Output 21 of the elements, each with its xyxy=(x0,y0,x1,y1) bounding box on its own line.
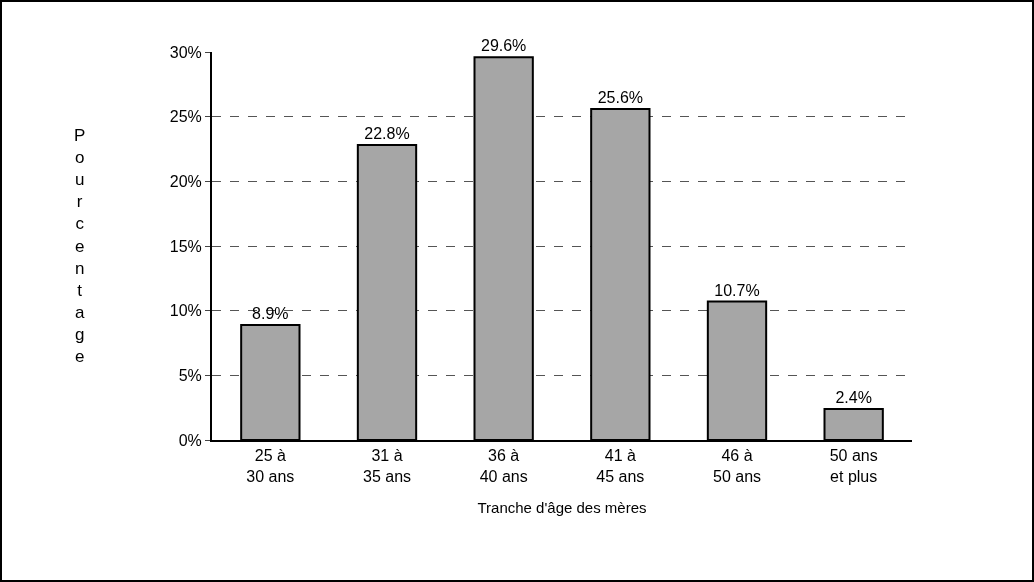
data-label: 29.6% xyxy=(480,37,527,55)
x-tick-label: 25 à 30 ans xyxy=(246,447,295,485)
x-tick-label: 36 à 40 ans xyxy=(479,447,528,485)
data-label: 8.9% xyxy=(252,304,289,322)
x-tick-label: 31 à 35 ans xyxy=(362,447,412,485)
data-label: 25.6% xyxy=(597,88,644,106)
data-label: 2.4% xyxy=(835,388,872,406)
y-tick-label: 5% xyxy=(178,366,202,384)
x-tick-label: 46 à 50 ans xyxy=(712,447,762,485)
x-tick-label: 50 ans et plus xyxy=(829,447,878,485)
x-axis-title: Tranche d'âge des mères xyxy=(477,498,647,516)
text: Pourcentage xyxy=(74,126,86,366)
data-label: 22.8% xyxy=(364,125,410,143)
y-tick-label: 25% xyxy=(169,108,202,126)
y-tick-label: 10% xyxy=(169,302,202,320)
y-tick-label: 0% xyxy=(178,431,202,449)
x-tick-label: 41 à 45 ans xyxy=(596,447,645,485)
y-tick-label: 20% xyxy=(169,172,202,190)
data-label: 10.7% xyxy=(714,281,760,299)
y-tick-label: 30% xyxy=(169,43,202,61)
y-tick-label: 15% xyxy=(169,237,202,255)
